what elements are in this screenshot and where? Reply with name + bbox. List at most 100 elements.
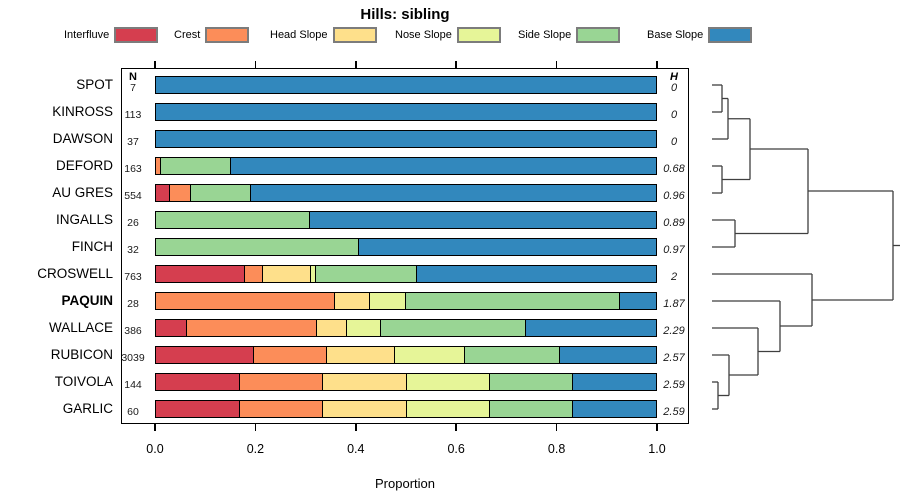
bar-segment-head-slope <box>317 320 347 336</box>
h-value: 0.96 <box>663 190 685 202</box>
legend-label: Interfluve <box>64 28 110 41</box>
row-label: FINCH <box>71 239 113 254</box>
row-label: WALLACE <box>48 320 113 335</box>
n-column-header: N <box>129 71 137 83</box>
h-value: 2 <box>670 271 678 283</box>
bar-segment-base-slope <box>560 347 656 363</box>
bar-segment-side-slope <box>381 320 526 336</box>
h-value: 0.97 <box>663 244 685 256</box>
bar-segment-head-slope <box>263 266 311 282</box>
bar-row <box>155 400 657 418</box>
bar-row <box>155 319 657 337</box>
bar-segment-interfluve <box>156 185 170 201</box>
bar-segment-base-slope <box>156 131 656 147</box>
n-value: 763 <box>124 271 142 283</box>
bar-segment-side-slope <box>156 212 310 228</box>
bar-segment-nose-slope <box>406 374 490 390</box>
bar-segment-interfluve <box>156 347 254 363</box>
legend-label: Crest <box>174 28 201 41</box>
bar-segment-side-slope <box>190 185 251 201</box>
bar-segment-crest <box>156 293 335 309</box>
axis-tick-top <box>254 61 257 68</box>
row-label: AU GRES <box>52 185 113 200</box>
bar-row <box>155 211 657 229</box>
legend-swatch-base-slope <box>708 26 753 43</box>
h-column-header: H <box>670 71 678 83</box>
bar-segment-interfluve <box>156 374 240 390</box>
h-value: 0 <box>670 136 678 148</box>
legend-swatch-crest <box>205 26 250 43</box>
plot-area-border <box>121 68 689 424</box>
row-label: CROSWELL <box>37 266 113 281</box>
bar-segment-base-slope <box>250 185 656 201</box>
legend-swatch-side-slope <box>576 26 621 43</box>
axis-tick-top <box>154 61 156 68</box>
h-value: 2.29 <box>663 325 685 337</box>
chart-title: Hills: sibling <box>360 6 450 23</box>
bar-segment-nose-slope <box>311 266 316 282</box>
bar-segment-head-slope <box>323 374 407 390</box>
bar-segment-side-slope <box>316 266 417 282</box>
axis-tick-bottom <box>254 424 257 431</box>
axis-tick-bottom <box>355 424 357 431</box>
axis-tick-label: 0.0 <box>146 442 164 456</box>
bar-segment-head-slope <box>326 347 395 363</box>
row-label: PAQUIN <box>61 293 113 308</box>
legend-swatch-nose-slope <box>456 26 501 43</box>
bar-segment-crest <box>254 347 327 363</box>
row-label: SPOT <box>76 77 113 92</box>
bar-row <box>155 265 657 283</box>
n-value: 32 <box>127 244 139 256</box>
bar-segment-base-slope <box>310 212 656 228</box>
h-value: 0 <box>670 82 678 94</box>
bar-row <box>155 184 657 202</box>
row-label: GARLIC <box>62 401 113 416</box>
n-value: 26 <box>127 217 139 229</box>
bar-row <box>155 292 657 310</box>
axis-tick-label: 0.6 <box>447 442 465 456</box>
axis-tick-top <box>555 61 558 68</box>
row-label: RUBICON <box>50 347 113 362</box>
bar-segment-side-slope <box>489 401 573 417</box>
bar-segment-side-slope <box>464 347 561 363</box>
legend-item: Base Slope <box>647 26 753 43</box>
axis-tick-top <box>355 61 357 68</box>
row-label: INGALLS <box>55 212 113 227</box>
h-value: 0.89 <box>663 217 685 229</box>
legend-swatch-interfluve <box>114 26 159 43</box>
bar-segment-nose-slope <box>370 293 406 309</box>
n-value: 554 <box>124 190 142 202</box>
bar-segment-head-slope <box>323 401 407 417</box>
bar-segment-base-slope <box>416 266 656 282</box>
legend-label: Base Slope <box>647 28 704 41</box>
axis-tick-label: 0.4 <box>347 442 365 456</box>
legend-item: Nose Slope <box>395 26 501 43</box>
n-value: 37 <box>127 136 139 148</box>
bar-segment-crest <box>187 320 317 336</box>
axis-tick-top <box>656 61 658 68</box>
axis-tick-bottom <box>154 424 156 431</box>
bar-segment-base-slope <box>156 104 656 120</box>
bar-segment-side-slope <box>161 158 232 174</box>
bar-segment-base-slope <box>573 401 656 417</box>
bar-segment-base-slope <box>156 77 656 93</box>
legend-label: Nose Slope <box>395 28 452 41</box>
legend-label: Side Slope <box>518 28 572 41</box>
bar-segment-head-slope <box>334 293 370 309</box>
bar-segment-crest <box>239 401 323 417</box>
legend-item: Head Slope <box>270 26 377 43</box>
bar-row <box>155 76 657 94</box>
bar-row <box>155 238 657 256</box>
n-value: 144 <box>124 379 142 391</box>
bar-segment-interfluve <box>156 401 240 417</box>
legend-label: Head Slope <box>270 28 328 41</box>
legend-item: Interfluve <box>64 26 159 43</box>
bar-segment-nose-slope <box>406 401 490 417</box>
h-value: 2.59 <box>663 379 685 391</box>
h-value: 0 <box>670 109 678 121</box>
bar-segment-crest <box>156 158 161 174</box>
bar-segment-side-slope <box>405 293 620 309</box>
h-value: 0.68 <box>663 163 685 175</box>
bar-segment-nose-slope <box>347 320 381 336</box>
